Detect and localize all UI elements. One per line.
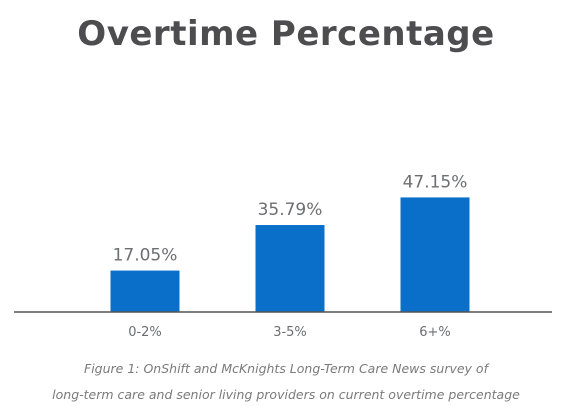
value-label-6+%: 47.15% xyxy=(403,172,468,192)
chart-title: Overtime Percentage xyxy=(77,14,495,54)
figure-caption: Figure 1: OnShift and McKnights Long-Ter… xyxy=(0,356,572,408)
value-label-0-2%: 17.05% xyxy=(113,246,178,266)
bar-3-5% xyxy=(255,225,325,312)
x-tick-labels-layer: 0-2% 3-5% 6+% xyxy=(128,325,451,340)
bars-layer xyxy=(110,197,470,312)
bar-0-2% xyxy=(110,270,180,312)
x-tick-label-6+%: 6+% xyxy=(419,325,451,340)
bar-6+% xyxy=(400,197,470,312)
caption-line-2: long-term care and senior living provide… xyxy=(52,387,520,402)
value-label-3-5%: 35.79% xyxy=(258,200,323,220)
caption-line-1: Figure 1: OnShift and McKnights Long-Ter… xyxy=(84,361,488,376)
x-tick-label-0-2%: 0-2% xyxy=(128,325,162,340)
bar-chart: 17.05% 35.79% 47.15% 0-2% 3-5% 6+% xyxy=(14,172,552,340)
x-tick-label-3-5%: 3-5% xyxy=(273,325,307,340)
value-labels-layer: 17.05% 35.79% 47.15% xyxy=(113,172,468,265)
